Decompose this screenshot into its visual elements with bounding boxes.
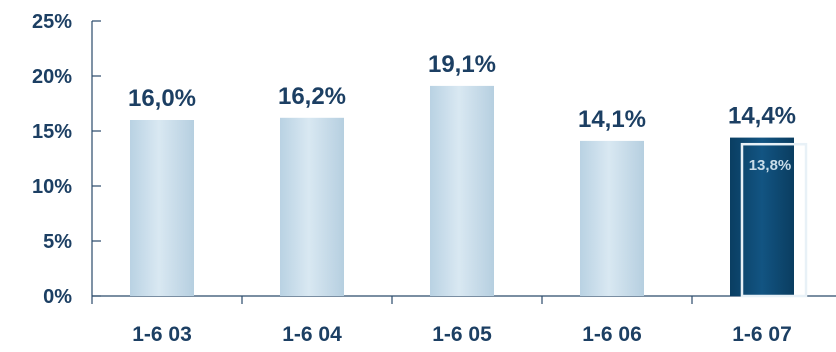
data-label: 16,0%	[128, 85, 196, 112]
data-label: 14,1%	[578, 106, 646, 133]
bar	[280, 117, 344, 296]
bar	[430, 85, 494, 297]
bar	[130, 120, 194, 296]
data-label: 19,1%	[428, 51, 496, 78]
x-tick-label: 1-6 04	[282, 323, 342, 346]
comparison-bar-outline	[740, 142, 808, 298]
y-tick-label: 15%	[32, 121, 72, 143]
data-labels: 16,0% 16,2% 19,1% 14,1% 14,4% 13,8%	[128, 51, 796, 174]
bar	[730, 137, 794, 296]
bars	[130, 85, 808, 298]
y-tick-label: 5%	[43, 231, 72, 253]
y-tick-label: 0%	[43, 286, 72, 308]
y-tick-label: 20%	[32, 66, 72, 88]
x-tick-label: 1-6 07	[732, 323, 792, 346]
x-tick-label: 1-6 03	[132, 323, 192, 346]
data-label: 16,2%	[278, 83, 346, 110]
bar	[580, 140, 644, 296]
y-tick-label: 10%	[32, 176, 72, 198]
data-label: 14,4%	[728, 103, 796, 130]
x-axis: 1-6 03 1-6 04 1-6 05 1-6 06 1-6 07	[91, 295, 836, 346]
x-tick-label: 1-6 05	[432, 323, 492, 346]
y-tick-label: 25%	[32, 11, 72, 33]
x-tick-label: 1-6 06	[582, 323, 642, 346]
comparison-label: 13,8%	[749, 157, 792, 174]
y-axis: 0% 5% 10% 15% 20% 25%	[32, 11, 101, 308]
